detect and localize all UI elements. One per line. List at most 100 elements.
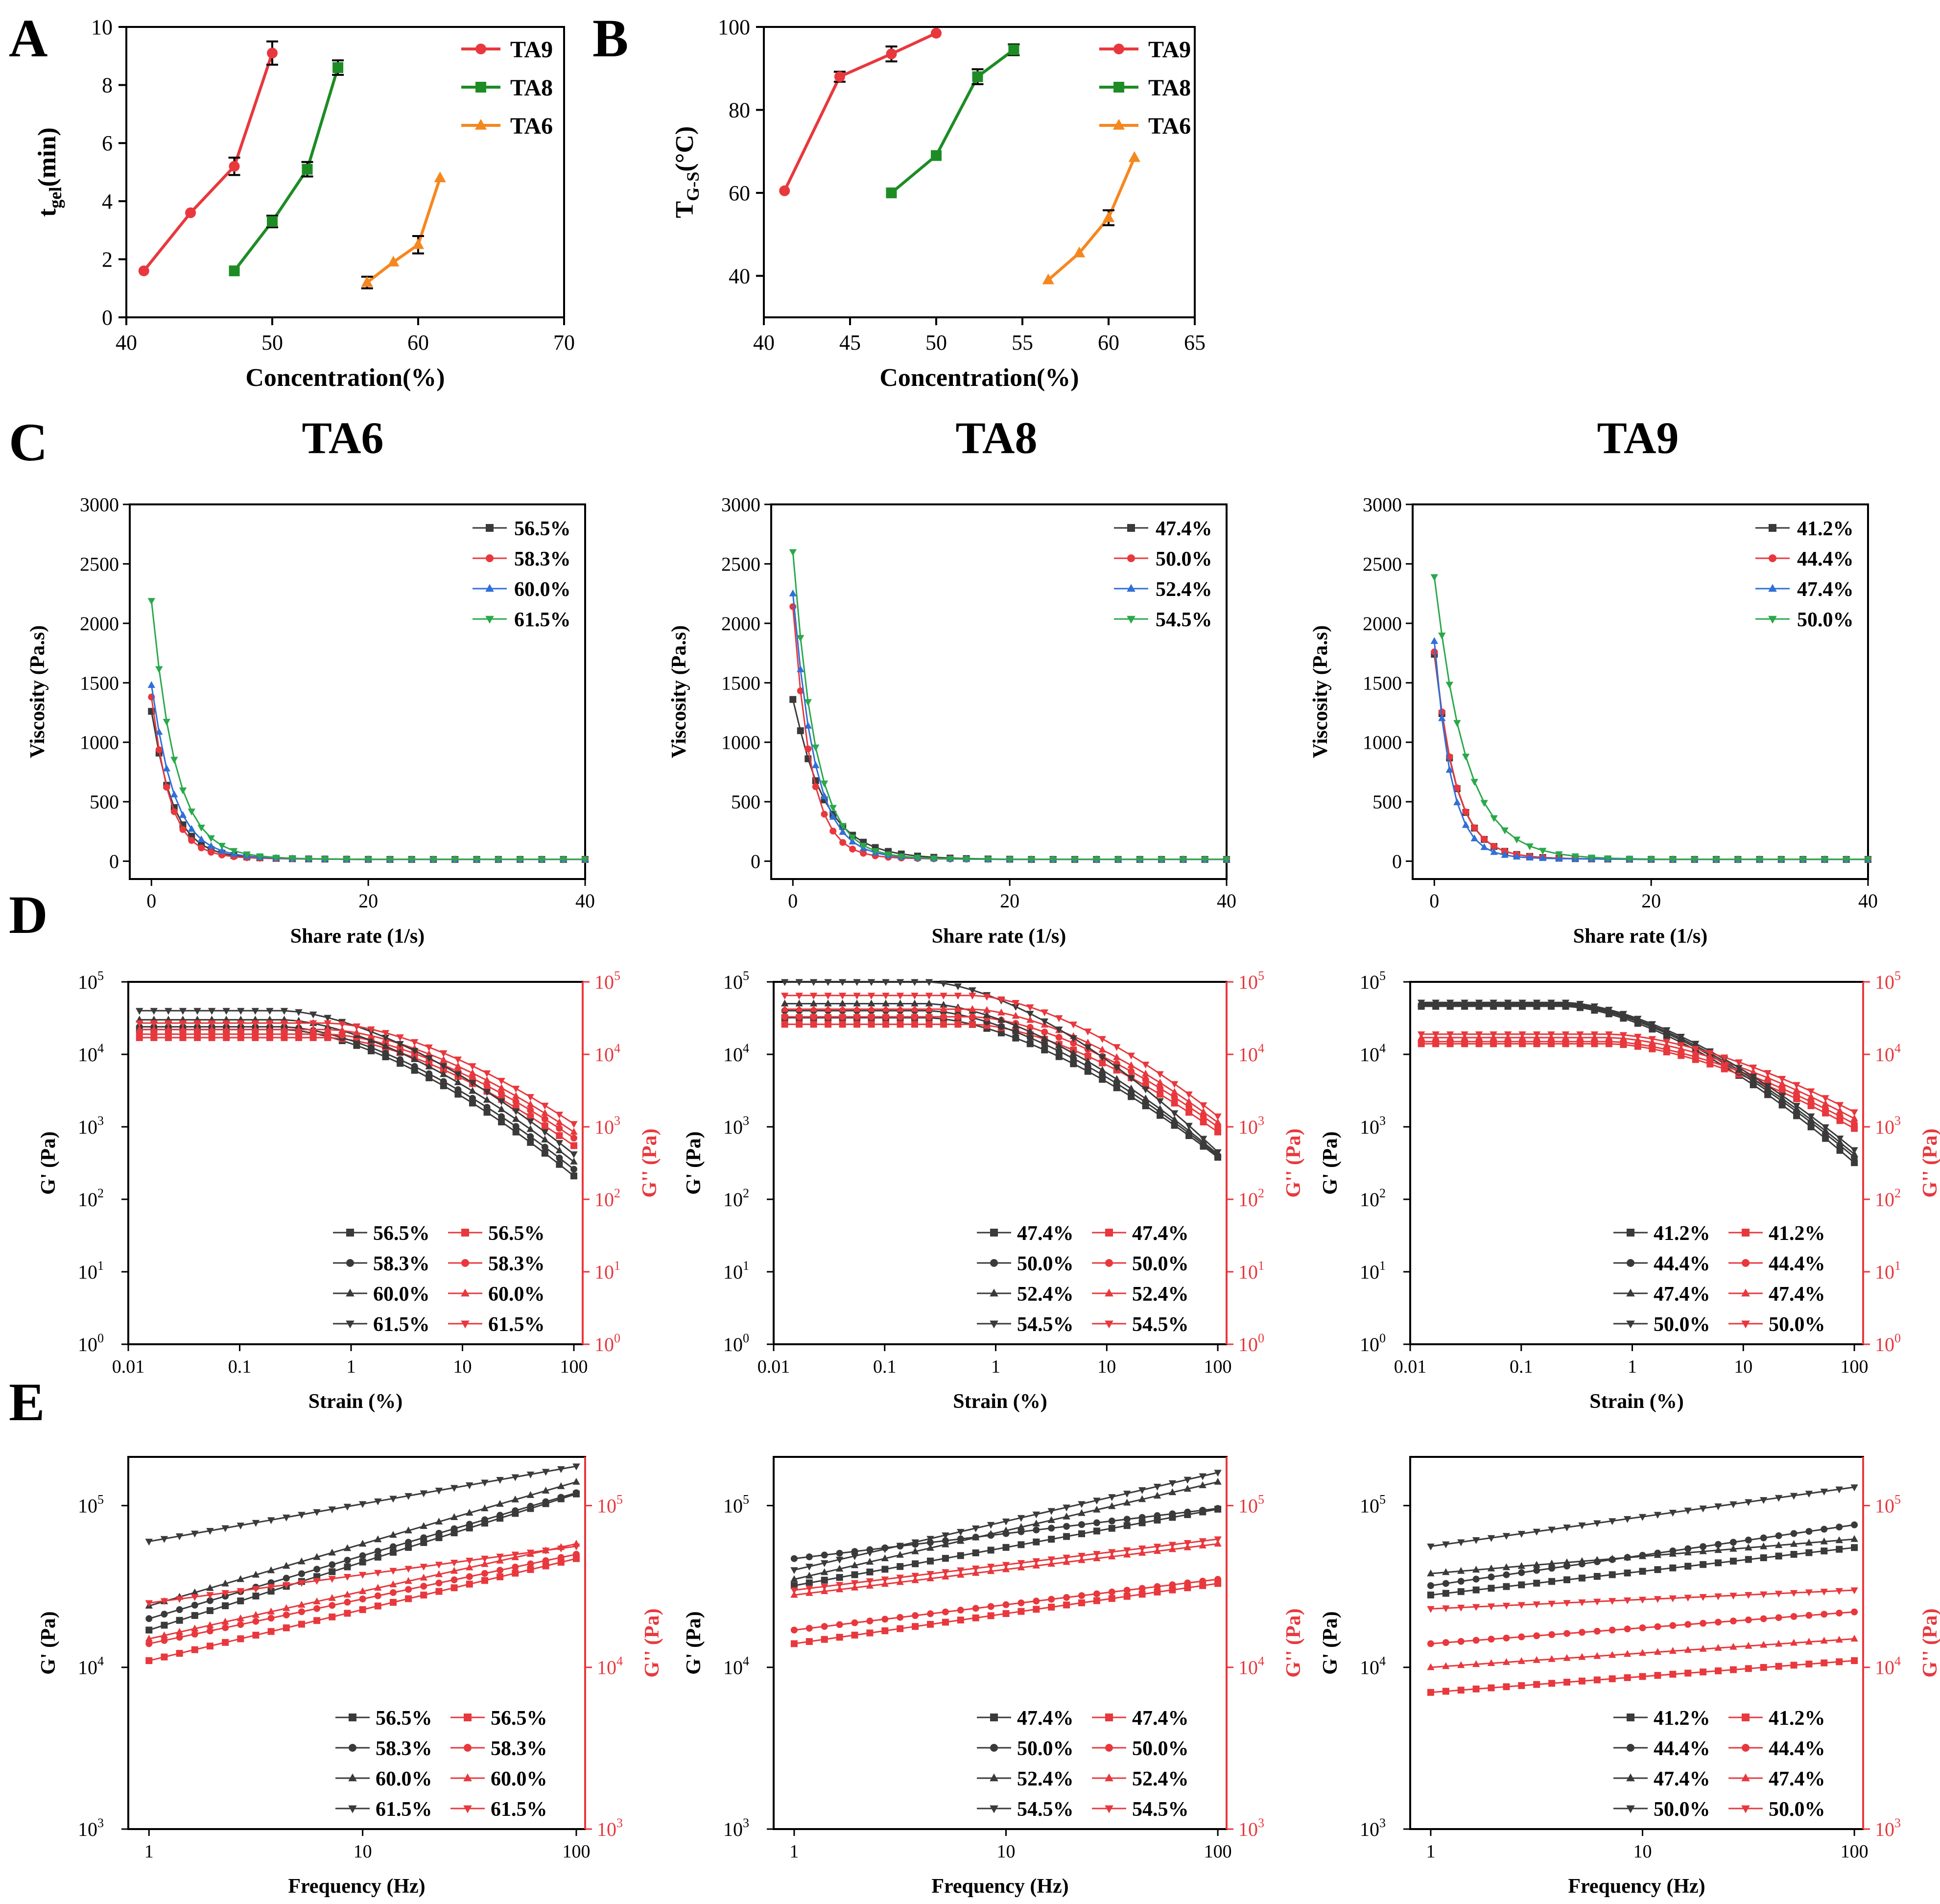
strain-point-gp [1070,1060,1077,1068]
strain-point-gpp [796,1021,803,1028]
tick-label: 104 [1360,1041,1386,1066]
strain-point-gpp [136,1025,143,1032]
legend-marker [486,524,494,532]
strain-point-gpp [1663,1039,1671,1046]
viscosity-point [163,764,170,772]
frequency-point-gp [1774,1495,1783,1502]
tick-exponent: 3 [97,1816,104,1830]
tick-label: 104 [1875,1654,1901,1679]
tick-base: 10 [1875,1189,1894,1211]
viscosity-point [1071,857,1079,864]
frequency-point-gpp [1502,1602,1511,1610]
frequency-point-gp [1063,1504,1070,1512]
legend-marker-gpp [1742,1229,1750,1237]
strain-point-gp [1084,1057,1092,1065]
frequency-point-gp [496,1499,504,1507]
frequency-point-gp [344,1556,351,1564]
viscosity-point [147,681,155,688]
panel-label-A: A [9,8,47,68]
x-tick-label: 0 [1429,890,1439,912]
frequency-point-gp [389,1543,397,1550]
viscosity-point [321,856,329,863]
frequency-point-gp [542,1498,549,1505]
strain-point-gpp [1214,1128,1222,1136]
frequency-point-gpp [1684,1646,1692,1653]
strain-point-gpp [983,994,991,1001]
frequency-point-gpp [252,1631,260,1639]
frequency-point-gp [405,1539,412,1546]
viscosity-point [1513,853,1521,860]
viscosity-point [804,721,812,729]
frequency-point-gpp [1578,1629,1585,1636]
tick-exponent: 3 [743,1114,749,1128]
x-tick-label: 1 [144,1841,154,1862]
strain-point-gpp [824,993,832,1000]
frequency-point-gpp [1578,1599,1586,1607]
strain-point-gp [1098,1066,1106,1073]
frequency-point-gpp [1714,1593,1722,1600]
strain-point-gpp [1605,1031,1613,1039]
legend-marker-gp [990,1259,998,1267]
tick-label: 100 [1875,1331,1901,1356]
frequency-point-gpp [237,1614,244,1621]
frequency-point-gp [389,1548,397,1556]
viscosity-point [188,825,195,832]
frequency-point-gpp [1654,1648,1662,1655]
frequency-point-gpp [1623,1597,1632,1604]
frequency-point-gpp [497,1567,504,1574]
frequency-point-gp [821,1576,828,1584]
viscosity-point [218,843,226,850]
viscosity-point [386,857,394,864]
frequency-point-gp [790,1575,798,1582]
frequency-point-gp [1472,1566,1480,1573]
frequency-point-gp [881,1546,889,1553]
data-point-ta9 [185,207,196,218]
frequency-point-gp [526,1472,535,1479]
strain-point-gp [997,1029,1005,1037]
legend-label: 50.0% [1654,1798,1710,1821]
strain-point-gp [896,979,904,986]
frequency-point-gpp [206,1642,213,1650]
x-tick-label: 1 [991,1357,1000,1377]
viscosity-point [789,549,797,556]
tick-exponent: 3 [1258,1816,1264,1830]
tick-label: 104 [597,1654,623,1679]
frequency-point-gp [404,1526,412,1534]
tick-base: 10 [597,1657,616,1679]
frequency-point-gpp [1609,1598,1616,1605]
frequency-point-gp [1745,1536,1752,1544]
legend-label: 54.5% [1017,1798,1074,1821]
strain-point-gp [1098,1054,1106,1061]
frequency-point-gpp [1638,1596,1647,1604]
frequency-point-gp [1442,1541,1450,1548]
strain-point-gp [1735,1065,1743,1072]
frequency-point-gp [1639,1568,1646,1575]
legend-label: 50.0% [1654,1313,1710,1336]
frequency-point-gp [1017,1523,1025,1530]
frequency-point-gpp [435,1562,443,1569]
tick-exponent: 4 [97,1041,104,1055]
legend-label: 41.2% [1769,1707,1825,1730]
frequency-point-gp [176,1617,183,1624]
y2-axis-label: G'' (Pa) [641,1608,663,1677]
frequency-point-gpp [881,1616,889,1623]
strain-point-gpp [570,1142,577,1149]
frequency-point-gp [1593,1556,1601,1563]
viscosity-line [1433,651,1868,860]
strain-point-gpp [897,1013,904,1021]
strain-point-gp [1778,1093,1786,1100]
strain-point-gpp [179,1030,187,1038]
frequency-point-gp [1851,1544,1858,1551]
strain-point-gp [483,1104,491,1111]
strain-point-gpp [1793,1082,1800,1089]
strain-point-gpp [983,1006,991,1013]
legend-marker-gp [1627,1229,1634,1237]
frequency-point-gpp [313,1605,321,1612]
frequency-point-gpp [343,1573,352,1581]
strain-point-gp [824,979,832,986]
y-tick-label: 1500 [1363,672,1402,694]
strain-point-gp [397,1056,404,1063]
tick-base: 10 [1360,1044,1379,1066]
frequency-point-gp [1517,1531,1526,1538]
x-tick-label: 40 [575,890,595,912]
